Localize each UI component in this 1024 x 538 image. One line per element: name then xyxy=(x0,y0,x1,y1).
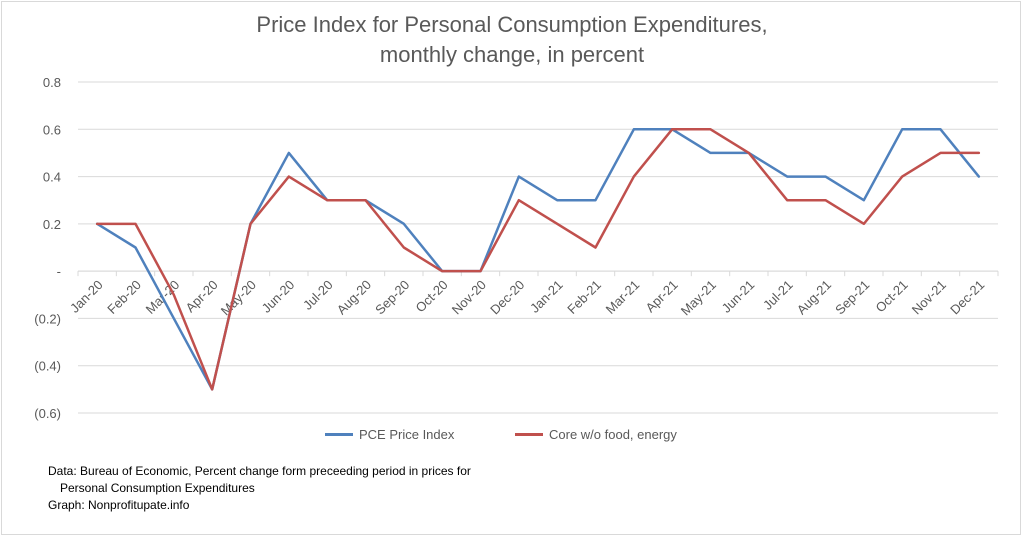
chart-title-line-1: Price Index for Personal Consumption Exp… xyxy=(256,12,768,37)
x-tick-label: Aug-21 xyxy=(794,277,834,317)
legend-swatch-pce xyxy=(325,433,353,436)
x-tick-label: Nov-20 xyxy=(449,277,489,317)
x-tick-label: May-20 xyxy=(218,277,259,318)
y-tick-label: 0.6 xyxy=(43,122,61,137)
series-lines xyxy=(95,128,981,391)
x-tick-label: Dec-21 xyxy=(947,277,987,317)
legend-label-pce: PCE Price Index xyxy=(359,427,455,442)
y-tick-label: 0.8 xyxy=(43,75,61,90)
y-axis-ticks: 0.8 0.6 0.4 0.2 - (0.2) (0.4) (0.6) xyxy=(34,75,61,421)
x-tick-label: Nov-21 xyxy=(909,277,949,317)
x-tick-label: Mar-21 xyxy=(603,277,643,317)
x-tick-label: Jun-21 xyxy=(719,277,758,316)
y-tick-label: 0.2 xyxy=(43,217,61,232)
y-tick-label: - xyxy=(57,264,61,279)
legend-swatch-core xyxy=(515,433,543,436)
x-tick-label: Sep-20 xyxy=(372,277,412,317)
x-tick-label: Apr-21 xyxy=(643,277,681,315)
x-tick-label: Feb-21 xyxy=(564,277,604,317)
x-tick-label: Jun-20 xyxy=(259,277,298,316)
series-line-pce xyxy=(95,128,981,391)
grid-lines xyxy=(78,81,998,414)
x-tick-label: Dec-20 xyxy=(487,277,527,317)
x-tick-label: Sep-21 xyxy=(832,277,872,317)
x-tick-label: Jan-21 xyxy=(527,277,566,316)
x-tick-label: Feb-20 xyxy=(104,277,144,317)
chart-legend: PCE Price Index Core w/o food, energy xyxy=(0,427,1024,447)
x-tick-label: Jul-21 xyxy=(760,277,796,313)
source-note-line-2: Personal Consumption Expenditures xyxy=(60,481,255,495)
legend-label-core: Core w/o food, energy xyxy=(549,427,677,442)
legend-item-core: Core w/o food, energy xyxy=(515,427,677,442)
x-tick-label: May-21 xyxy=(678,277,719,318)
y-tick-label: (0.2) xyxy=(34,311,61,326)
source-note-line-1: Data: Bureau of Economic, Percent change… xyxy=(48,464,471,478)
y-tick-label: 0.4 xyxy=(43,170,61,185)
x-tick-label: Oct-20 xyxy=(413,277,451,315)
x-tick-label: Apr-20 xyxy=(183,277,221,315)
source-note: Data: Bureau of Economic, Percent change… xyxy=(48,463,471,514)
x-tick-label: Aug-20 xyxy=(334,277,374,317)
legend-item-pce: PCE Price Index xyxy=(325,427,454,442)
y-tick-label: (0.4) xyxy=(34,359,61,374)
x-tick-label: Oct-21 xyxy=(873,277,911,315)
x-tick-label: Jan-20 xyxy=(67,277,106,316)
chart-title-line-2: monthly change, in percent xyxy=(379,42,645,67)
chart-title: Price Index for Personal Consumption Exp… xyxy=(0,10,1024,70)
series-line-core xyxy=(95,128,981,391)
source-note-line-3: Graph: Nonprofitupate.info xyxy=(48,498,190,512)
x-tick-label: Jul-20 xyxy=(300,277,336,313)
y-tick-label: (0.6) xyxy=(34,406,61,421)
